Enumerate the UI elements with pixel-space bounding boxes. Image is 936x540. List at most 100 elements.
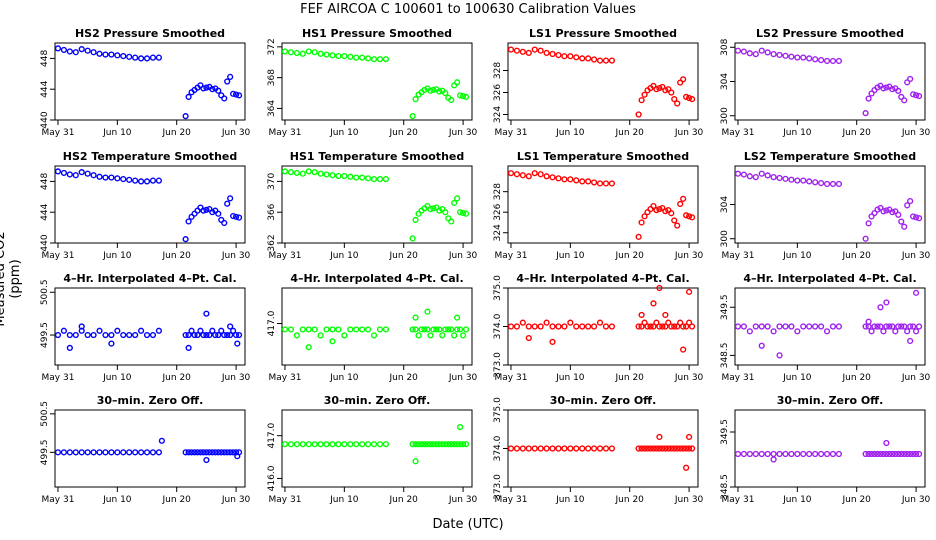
data-point bbox=[439, 441, 446, 448]
data-point bbox=[543, 173, 550, 180]
data-point bbox=[507, 46, 515, 53]
data-point bbox=[287, 49, 295, 56]
y-tick-label: 448 bbox=[40, 173, 50, 190]
data-point bbox=[96, 327, 103, 334]
data-point bbox=[66, 449, 73, 456]
data-point bbox=[555, 323, 562, 330]
data-point bbox=[862, 323, 869, 330]
y-tick-label: 349.5 bbox=[720, 294, 730, 320]
data-point bbox=[915, 450, 923, 458]
data-point bbox=[418, 326, 425, 333]
data-point bbox=[182, 113, 189, 120]
data-point bbox=[531, 323, 538, 330]
y-tick-label: 417.0 bbox=[267, 423, 277, 449]
figure-title: FEF AIRCOA C 100601 to 100630 Calibratio… bbox=[300, 2, 636, 17]
data-point bbox=[912, 328, 920, 335]
data-point bbox=[311, 441, 318, 448]
x-tick-label: Jun 20 bbox=[615, 251, 645, 261]
data-point bbox=[800, 177, 807, 184]
data-point bbox=[877, 450, 884, 458]
data-point bbox=[126, 331, 133, 339]
data-point bbox=[451, 199, 458, 207]
x-tick-label: May 31 bbox=[42, 251, 75, 261]
data-point bbox=[889, 209, 896, 216]
data-point bbox=[608, 57, 616, 64]
y-tick-label: 326 bbox=[493, 203, 503, 220]
data-point bbox=[436, 441, 443, 448]
data-point bbox=[740, 48, 748, 55]
data-point bbox=[347, 326, 354, 333]
data-point bbox=[758, 170, 765, 177]
data-point bbox=[829, 323, 837, 330]
data-point bbox=[412, 441, 419, 448]
data-point bbox=[227, 73, 234, 80]
y-tick-label: 348.5 bbox=[720, 342, 730, 368]
data-point bbox=[421, 441, 428, 448]
data-point bbox=[579, 178, 586, 185]
data-point bbox=[656, 433, 663, 441]
data-point bbox=[794, 177, 801, 184]
data-point bbox=[293, 169, 300, 177]
data-point bbox=[218, 449, 225, 456]
data-point bbox=[72, 172, 79, 179]
data-point bbox=[880, 85, 887, 92]
x-tick-label: Jun 20 bbox=[842, 128, 872, 138]
data-point bbox=[531, 445, 538, 452]
data-point bbox=[596, 57, 604, 64]
data-point bbox=[585, 55, 592, 62]
data-point bbox=[644, 323, 651, 330]
x-tick-label: May 31 bbox=[722, 251, 755, 261]
x-tick-label: Jun 20 bbox=[615, 373, 645, 383]
data-point bbox=[590, 445, 598, 452]
data-point bbox=[746, 173, 753, 180]
x-tick-label: Jun 20 bbox=[162, 495, 192, 505]
data-point bbox=[329, 338, 336, 345]
data-point bbox=[688, 95, 696, 103]
data-point bbox=[812, 450, 819, 458]
data-point bbox=[96, 173, 103, 180]
data-point bbox=[409, 441, 416, 448]
x-tick-label: Jun 20 bbox=[389, 373, 419, 383]
panel-frame bbox=[734, 42, 926, 121]
data-point bbox=[865, 450, 872, 458]
data-point bbox=[126, 176, 133, 183]
data-point bbox=[376, 441, 384, 448]
panel-frame bbox=[281, 42, 473, 121]
data-point bbox=[132, 449, 139, 456]
data-point bbox=[412, 458, 419, 465]
data-point bbox=[907, 450, 914, 458]
panel-title: HS1 Pressure Smoothed bbox=[302, 27, 452, 40]
panel-title: HS2 Temperature Smoothed bbox=[63, 150, 238, 163]
data-point bbox=[653, 445, 660, 452]
data-point bbox=[137, 449, 145, 456]
data-point bbox=[433, 326, 440, 333]
x-tick-label: Jun 20 bbox=[389, 495, 419, 505]
data-point bbox=[462, 93, 470, 101]
data-point bbox=[531, 170, 538, 177]
data-point bbox=[794, 54, 801, 61]
data-point bbox=[656, 84, 663, 92]
data-point bbox=[806, 450, 813, 458]
data-point bbox=[427, 206, 434, 213]
x-tick-label: May 31 bbox=[495, 373, 528, 383]
data-point bbox=[895, 87, 902, 95]
data-point bbox=[764, 49, 771, 56]
panel-title: HS2 Pressure Smoothed bbox=[75, 27, 225, 40]
data-point bbox=[871, 450, 878, 458]
data-point bbox=[96, 449, 103, 456]
panel-frame bbox=[734, 165, 926, 244]
data-point bbox=[650, 323, 657, 330]
data-point bbox=[683, 93, 690, 101]
data-point bbox=[459, 332, 467, 339]
panel-11: 4–Hr. Interpolated 4–Pt. Cal. May 31 Jun 1… bbox=[493, 272, 704, 383]
data-point bbox=[677, 200, 684, 208]
y-tick-label: 417.0 bbox=[267, 310, 277, 336]
panel-5: HS2 Temperature Smoothed May 31 Jun 10 Jun … bbox=[40, 150, 251, 261]
data-point bbox=[608, 445, 616, 452]
data-point bbox=[752, 51, 759, 58]
data-point bbox=[382, 175, 390, 183]
data-point bbox=[78, 449, 85, 456]
data-point bbox=[341, 172, 348, 180]
y-tick-label: 348.5 bbox=[720, 474, 730, 500]
